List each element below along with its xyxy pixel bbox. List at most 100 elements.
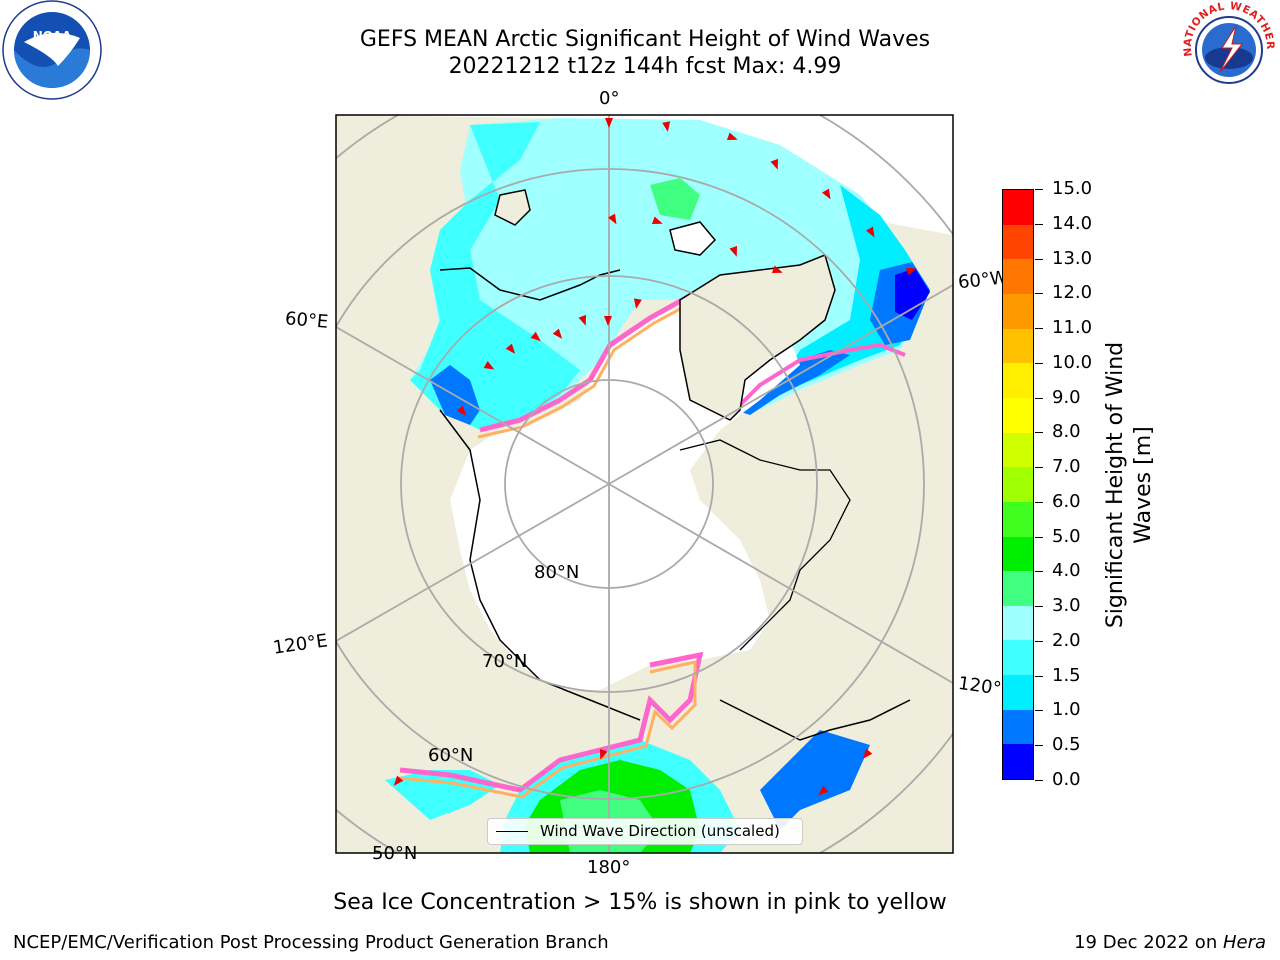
colorbar-segment: [1003, 294, 1033, 329]
chart-subtitle: 20221212 t12z 144h fcst Max: 4.99: [448, 54, 842, 79]
direction-arrow: [862, 748, 873, 759]
colorbar-segment: [1003, 675, 1033, 710]
colorbar-tick: [1035, 258, 1043, 260]
wind-wave-arrows: [393, 118, 917, 796]
colorbar-tick-label: 7.0: [1052, 456, 1081, 478]
map-legend: Wind Wave Direction (unscaled): [487, 818, 803, 845]
direction-arrow: [822, 188, 831, 200]
colorbar-segment: [1003, 467, 1033, 502]
colorbar-tick-label: 8.0: [1052, 421, 1081, 443]
colorbar-tick: [1035, 501, 1043, 503]
colorbar-tick-label: 0.5: [1052, 734, 1081, 756]
svalbard-coast: [669, 221, 717, 256]
lat-label-70: 70°N: [482, 651, 528, 672]
meridian-120w: [608, 483, 953, 684]
colorbar-tick: [1035, 223, 1043, 225]
colorbar-segment: [1003, 259, 1033, 295]
legend-label: Wind Wave Direction (unscaled): [540, 822, 780, 840]
colorbar-tick: [1035, 640, 1043, 642]
footer-host: Hera: [1222, 932, 1266, 953]
direction-arrow: [393, 775, 404, 786]
noaa-logo: NOAA: [2, 0, 102, 100]
colorbar-tick: [1035, 397, 1043, 399]
colorbar-segment: [1003, 190, 1033, 225]
sea-ice-edge-baffin: [733, 342, 906, 412]
colorbar-segment: [1003, 571, 1033, 606]
colorbar-title: Significant Height of Wind Waves [m]: [1103, 341, 1156, 629]
colorbar-segment: [1003, 744, 1033, 779]
colorbar-tick: [1035, 780, 1043, 781]
colorbar-tick: [1035, 362, 1043, 364]
direction-arrow: [552, 328, 563, 339]
colorbar-tick: [1035, 571, 1043, 573]
colorbar-tick: [1035, 189, 1043, 190]
wave-field-gulf-alaska: [760, 730, 870, 830]
siberia-coast: [439, 409, 641, 721]
canada-archipelago-coast: [679, 439, 851, 651]
direction-arrow: [771, 265, 783, 274]
colorbar-tick-label: 1.5: [1052, 664, 1081, 686]
sea-ice-edge-pacific-outer: [399, 660, 697, 799]
colorbar-tick-label: 5.0: [1052, 525, 1081, 547]
wave-field-labrador-deep: [895, 268, 930, 320]
wave-field-atlantic-cyan2: [770, 185, 930, 400]
noaa-logo-text: NOAA: [33, 29, 72, 43]
direction-arrow: [818, 785, 829, 796]
colorbar-segment: [1003, 397, 1033, 433]
wave-field-baffin: [735, 350, 850, 415]
colorbar-tick-label: 12.0: [1052, 282, 1093, 304]
footer-date: 19 Dec 2022 on Hera: [1074, 932, 1266, 953]
lon-label-60e: 60°E: [284, 308, 330, 333]
direction-arrow: [662, 121, 671, 132]
colorbar-tick: [1035, 606, 1043, 608]
colorbar-segment: [1003, 432, 1033, 468]
direction-arrow: [483, 361, 495, 370]
colorbar-tick-label: 13.0: [1052, 247, 1093, 269]
legend-line-swatch: [496, 831, 528, 832]
lat-label-60: 60°N: [428, 745, 474, 766]
colorbar: [1002, 189, 1034, 780]
direction-arrow: [633, 298, 642, 309]
colorbar-segment: [1003, 709, 1033, 745]
colorbar-tick-label: 10.0: [1052, 351, 1093, 373]
colorbar-tick-label: 6.0: [1052, 490, 1081, 512]
direction-arrow: [770, 158, 779, 170]
direction-arrow: [905, 267, 917, 276]
colorbar-tick-label: 0.0: [1052, 769, 1081, 790]
colorbar-tick-label: 15.0: [1052, 178, 1093, 199]
direction-arrow: [726, 132, 738, 141]
colorbar-segment: [1003, 605, 1033, 641]
direction-arrow: [866, 226, 875, 238]
colorbar-tick: [1035, 293, 1043, 295]
outside-domain: [336, 115, 953, 235]
sea-ice-note: Sea Ice Concentration > 15% is shown in …: [333, 890, 947, 915]
lat-label-80: 80°N: [534, 562, 580, 583]
direction-arrow: [505, 343, 516, 354]
colorbar-tick-label: 4.0: [1052, 560, 1081, 582]
chart-title: GEFS MEAN Arctic Significant Height of W…: [359, 27, 931, 52]
colorbar-segment: [1003, 536, 1033, 572]
lon-label-180: 180°: [587, 857, 631, 878]
colorbar-tick-label: 14.0: [1052, 212, 1093, 234]
colorbar-segment: [1003, 224, 1033, 260]
meridian-120e: [336, 483, 610, 642]
colorbar-tick-label: 1.0: [1052, 699, 1081, 721]
direction-arrow: [456, 405, 467, 416]
wave-field-okhotsk: [385, 770, 500, 820]
colorbar-tick-label: 2.0: [1052, 629, 1081, 651]
direction-arrow: [599, 748, 608, 760]
direction-arrow: [530, 331, 541, 342]
direction-arrow: [651, 216, 663, 225]
lat-label-50: 50°N: [372, 843, 418, 864]
colorbar-tick: [1035, 675, 1043, 677]
scandinavia-coast: [439, 267, 621, 301]
direction-arrow: [578, 314, 587, 326]
lon-label-0: 0°: [599, 88, 620, 109]
colorbar-segment: [1003, 328, 1033, 364]
colorbar-tick-label: 11.0: [1052, 317, 1093, 339]
wave-field-barents-green: [650, 178, 700, 220]
footer-credit: NCEP/EMC/Verification Post Processing Pr…: [13, 932, 609, 953]
colorbar-tick: [1035, 328, 1043, 330]
wave-field-atlantic-cyan: [410, 122, 580, 430]
nws-logo: NATIONAL WEATHER SERVICE: [1178, 0, 1277, 98]
